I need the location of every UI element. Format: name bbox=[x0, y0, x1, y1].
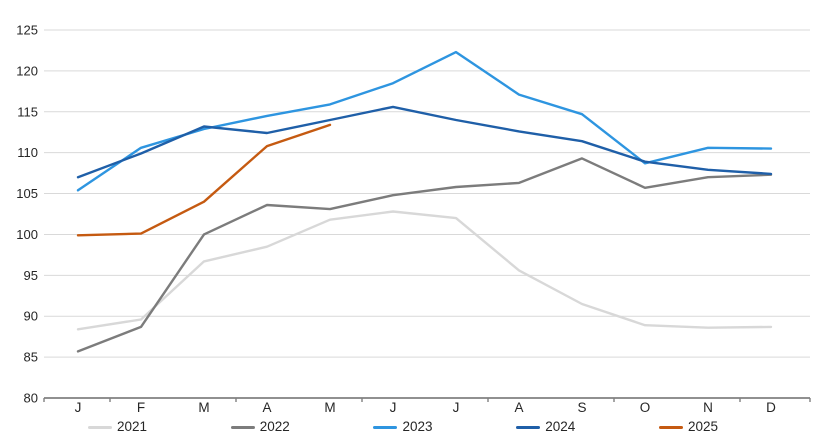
y-axis-tick-label: 105 bbox=[16, 186, 38, 201]
x-axis-month-label: M bbox=[324, 400, 335, 414]
series-line-2024 bbox=[76, 105, 773, 179]
y-axis-tick-label: 85 bbox=[24, 350, 38, 365]
y-axis-tick-label: 120 bbox=[16, 63, 38, 78]
series-line-2025 bbox=[76, 123, 332, 237]
legend-swatch-2023 bbox=[373, 425, 398, 429]
legend-swatch-2022 bbox=[230, 425, 255, 429]
chart-legend: 2021 2022 2023 2024 2025 bbox=[88, 414, 718, 440]
legend-item-2023: 2023 bbox=[373, 419, 433, 435]
y-axis-tick-label: 125 bbox=[16, 23, 38, 38]
y-axis-tick-label: 80 bbox=[24, 391, 38, 406]
x-axis-month-label: O bbox=[640, 400, 651, 414]
legend-label-2024: 2024 bbox=[545, 419, 576, 435]
series-line-2021 bbox=[76, 210, 773, 331]
series-line-2022 bbox=[76, 157, 773, 353]
x-axis-month-label: J bbox=[390, 400, 397, 414]
legend-label-2023: 2023 bbox=[402, 419, 433, 435]
x-axis-month-label: F bbox=[137, 400, 145, 414]
legend-label-2022: 2022 bbox=[259, 419, 290, 435]
series-line-2023 bbox=[76, 50, 773, 192]
legend-swatch-2025 bbox=[658, 425, 683, 429]
chart-plot-area: 80 85 90 95 100 105 110 115 120 125 J F M A M J J A S O N D bbox=[16, 23, 811, 415]
y-axis-tick-label: 115 bbox=[17, 104, 38, 119]
x-axis-month-label: M bbox=[198, 400, 209, 414]
y-axis-tick-label: 95 bbox=[24, 268, 38, 283]
x-axis-month-label: J bbox=[75, 400, 82, 414]
legend-swatch-2024 bbox=[516, 425, 541, 429]
y-axis-tick-label: 90 bbox=[24, 309, 38, 324]
legend-item-2022: 2022 bbox=[230, 419, 290, 435]
legend-label-2021: 2021 bbox=[117, 419, 148, 435]
y-axis-tick-label: 100 bbox=[16, 227, 38, 242]
legend-item-2024: 2024 bbox=[516, 420, 575, 434]
x-axis-month-label: S bbox=[577, 400, 586, 414]
legend-item-2021: 2021 bbox=[88, 420, 147, 434]
legend-label-2025: 2025 bbox=[687, 419, 718, 435]
x-axis-month-label: D bbox=[766, 400, 776, 414]
x-axis-month-label: N bbox=[703, 400, 713, 414]
x-axis-month-label: J bbox=[453, 400, 460, 414]
y-axis-tick-label: 110 bbox=[17, 145, 38, 160]
x-axis-month-label: A bbox=[514, 400, 523, 414]
legend-swatch-2021 bbox=[88, 425, 112, 429]
legend-item-2025: 2025 bbox=[658, 419, 718, 435]
x-axis-month-label: A bbox=[262, 400, 271, 414]
